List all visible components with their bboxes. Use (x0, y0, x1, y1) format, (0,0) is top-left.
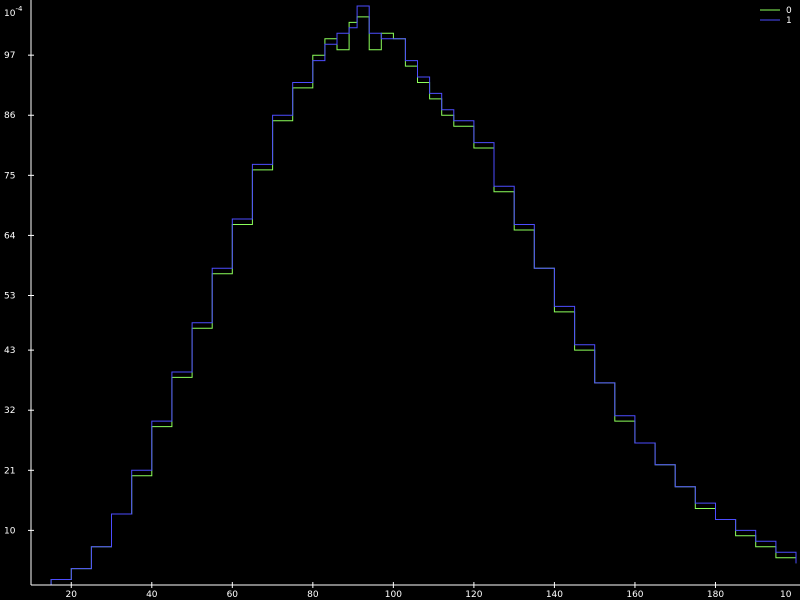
y-tick-label: 43 (4, 346, 15, 356)
legend-label-1: 1 (786, 16, 792, 26)
y-tick-label: 64 (4, 231, 16, 241)
y-tick-label: 21 (4, 466, 15, 476)
x-tick-label: 160 (626, 590, 643, 600)
x-tick-label: 140 (546, 590, 563, 600)
y-tick-label: 75 (4, 171, 15, 181)
y-tick-label: 53 (4, 292, 15, 302)
x-tick-label: 20 (66, 590, 78, 600)
x-tick-label: 120 (465, 590, 482, 600)
y-tick-label: 86 (4, 111, 16, 121)
y-tick-label: 32 (4, 406, 15, 416)
y-multiplier-exponent: -4 (15, 5, 23, 13)
y-axis-ticks: 10 21 32 43 53 64 75 86 97 (4, 51, 34, 536)
y-multiplier-base: 10 (4, 9, 16, 19)
x-tick-label: 100 (385, 590, 402, 600)
y-multiplier-label: 10-4 (4, 5, 23, 19)
x-tick-label: 40 (146, 590, 158, 600)
x-tick-label: 60 (227, 590, 239, 600)
legend: 01 (760, 6, 792, 26)
legend-label-0: 0 (786, 6, 792, 16)
x-tick-label: 180 (707, 590, 724, 600)
x-tick-label: 80 (307, 590, 319, 600)
corner-x-label: 10 (780, 590, 792, 600)
y-tick-label: 97 (4, 51, 15, 61)
x-axis-ticks: 20 40 60 80 100 120 140 160 180 (66, 582, 724, 600)
y-tick-label: 10 (4, 526, 16, 536)
series-layer (31, 5, 797, 586)
series-line-1 (31, 5, 797, 586)
